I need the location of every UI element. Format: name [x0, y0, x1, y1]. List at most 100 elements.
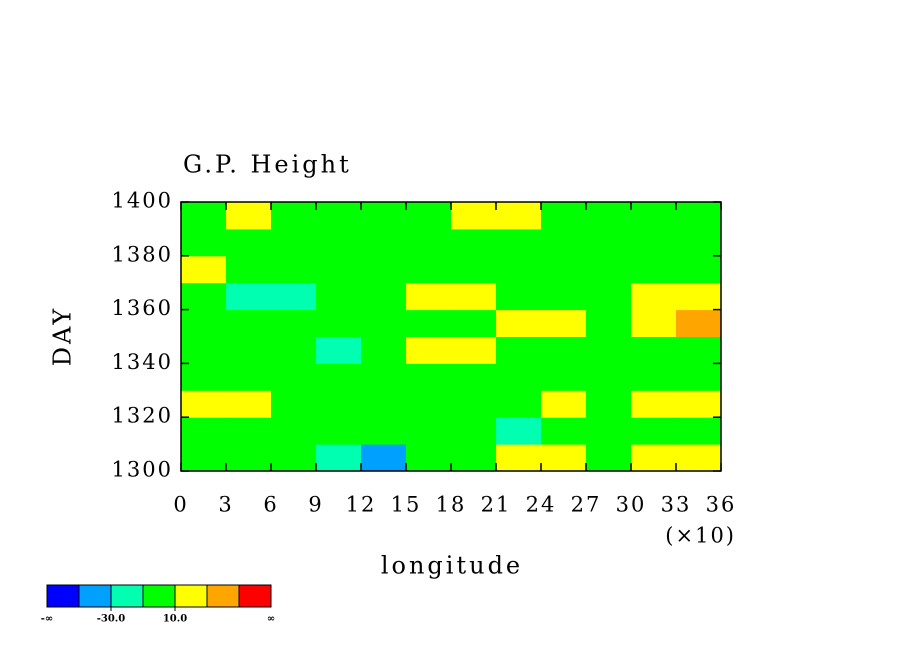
colorbar-box — [46, 584, 80, 608]
field-cell — [496, 255, 542, 284]
field-cell — [226, 255, 272, 284]
field-cell — [586, 309, 632, 337]
field-cell — [541, 390, 587, 418]
field-cell — [361, 202, 407, 230]
x-tick-label: 18 — [436, 493, 467, 517]
field-cell — [586, 417, 632, 445]
colorbar-box — [142, 584, 176, 608]
x-axis-label: longitude — [381, 552, 523, 580]
field-cell — [316, 336, 362, 364]
field-cell — [586, 202, 632, 230]
field-cell — [631, 417, 677, 445]
x-tick-label: 36 — [706, 493, 737, 517]
field-cell — [496, 363, 542, 391]
field-cell — [406, 444, 452, 472]
field-cell — [271, 202, 317, 230]
field-cell — [541, 444, 587, 472]
field-cell — [451, 202, 497, 230]
field-cell — [226, 228, 272, 257]
x-tick-label: 3 — [218, 493, 233, 517]
field-cell — [631, 444, 677, 472]
field-cell — [271, 363, 317, 391]
x-tick-label: 15 — [391, 493, 422, 517]
field-cell — [316, 309, 362, 337]
field-cell — [451, 390, 497, 418]
field-cell — [451, 309, 497, 337]
field-cell — [676, 309, 722, 337]
field-cell — [316, 417, 362, 445]
field-cell — [316, 202, 362, 230]
colorbar-box — [110, 584, 144, 608]
field-cell — [451, 228, 497, 257]
field-cell — [586, 228, 632, 257]
field-cell — [181, 309, 227, 337]
field-cell — [181, 255, 227, 284]
field-cell — [676, 336, 722, 364]
colorbar-label: 10.0 — [163, 614, 187, 625]
field-cell — [631, 336, 677, 364]
field-cell — [271, 444, 317, 472]
field-cell — [541, 417, 587, 445]
field-cell — [271, 417, 317, 445]
field-cell — [361, 444, 407, 472]
field-cell — [226, 282, 272, 311]
field-cell — [631, 309, 677, 337]
field-cell — [496, 390, 542, 418]
field-cell — [361, 255, 407, 284]
field-cell — [181, 336, 227, 364]
y-tick-label: 1340 — [112, 350, 173, 374]
field-cell — [316, 390, 362, 418]
field-cell — [316, 444, 362, 472]
colorbar-box — [238, 584, 272, 608]
field-cell — [181, 417, 227, 445]
field-cell — [361, 390, 407, 418]
field-cell — [226, 202, 272, 230]
field-cell — [676, 390, 722, 418]
colorbar-box — [206, 584, 240, 608]
y-tick-label: 1400 — [112, 189, 173, 213]
field-cell — [541, 309, 587, 337]
field-cell — [541, 282, 587, 311]
field-cell — [226, 417, 272, 445]
field-cell — [406, 390, 452, 418]
y-axis-label: DAY — [49, 306, 77, 366]
x-tick-label: 21 — [481, 493, 512, 517]
field-cell — [451, 417, 497, 445]
x-tick-label: 24 — [526, 493, 557, 517]
x-tick-label: 27 — [571, 493, 602, 517]
field-cell — [451, 336, 497, 364]
x-tick-label: 30 — [616, 493, 647, 517]
field-cell — [586, 336, 632, 364]
field-cell — [631, 202, 677, 230]
field-cell — [406, 255, 452, 284]
field-cell — [316, 363, 362, 391]
field-cell — [541, 363, 587, 391]
field-cell — [181, 444, 227, 472]
field-cell — [406, 282, 452, 311]
field-cell — [226, 444, 272, 472]
field-cell — [451, 363, 497, 391]
colorbar-label: -∞ — [41, 614, 53, 625]
field-cell — [181, 282, 227, 311]
field-cell — [361, 228, 407, 257]
colorbar-label: -30.0 — [97, 614, 126, 625]
field-cell — [361, 309, 407, 337]
y-tick-label: 1320 — [112, 404, 173, 428]
field-cell — [676, 417, 722, 445]
field-cell — [631, 390, 677, 418]
field-cell — [496, 417, 542, 445]
field-cell — [316, 255, 362, 284]
y-tick-label: 1300 — [112, 458, 173, 482]
field-cell — [586, 282, 632, 311]
colorbar-box — [174, 584, 208, 608]
field-cell — [541, 336, 587, 364]
x-tick-label: 12 — [346, 493, 377, 517]
field-cell — [451, 282, 497, 311]
field-cell — [676, 228, 722, 257]
field-cell — [361, 336, 407, 364]
field-cell — [226, 336, 272, 364]
field-cell — [676, 444, 722, 472]
field-cell — [676, 202, 722, 230]
field-cell — [181, 390, 227, 418]
x-tick-label: 33 — [661, 493, 692, 517]
